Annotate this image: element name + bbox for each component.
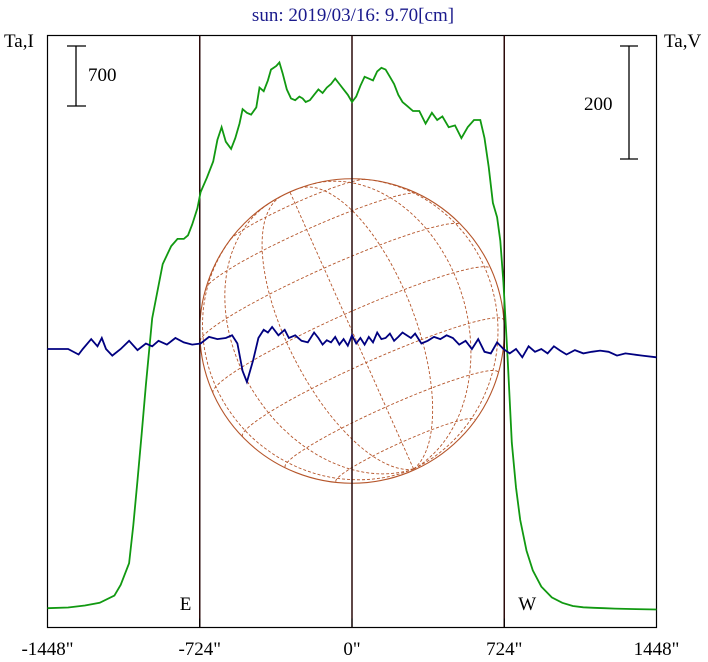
intensity-series-line	[47, 60, 657, 611]
reference-lines	[199, 35, 505, 628]
longitude-line	[299, 186, 434, 470]
series-lines	[47, 60, 657, 611]
x-ticks: -1448" -724" 0" 724" 1448"	[21, 618, 680, 660]
longitude-line	[202, 233, 414, 481]
solar-disk-grid	[199, 178, 505, 484]
longitude-line	[261, 196, 414, 470]
latitude-line	[199, 222, 462, 342]
scale-bar-left	[67, 45, 86, 107]
latitude-line	[284, 370, 499, 468]
scale-bar-right	[620, 45, 638, 160]
limb-label: W	[518, 594, 536, 615]
y-right-axis-label: Ta,V	[664, 31, 701, 52]
latitude-line	[212, 266, 492, 394]
latitude-line	[335, 417, 476, 482]
x-tick-label: 1448"	[634, 639, 680, 660]
x-tick-label: -724"	[178, 639, 221, 660]
longitude-line	[289, 191, 415, 470]
polarization-series-line	[47, 325, 657, 385]
x-tick-label: 0"	[343, 639, 360, 660]
chart-title: sun: 2019/03/16: 9.70[cm]	[252, 5, 454, 26]
y-left-axis-label: Ta,I	[4, 31, 34, 52]
limb-label: E	[180, 594, 192, 615]
scale-bar-left-label: 700	[88, 65, 117, 86]
x-tick-label: -1448"	[21, 639, 73, 660]
longitude-line	[357, 178, 499, 470]
longitude-line	[312, 180, 472, 470]
x-tick-label: 724"	[486, 639, 522, 660]
scale-bar-right-label: 200	[584, 94, 613, 115]
